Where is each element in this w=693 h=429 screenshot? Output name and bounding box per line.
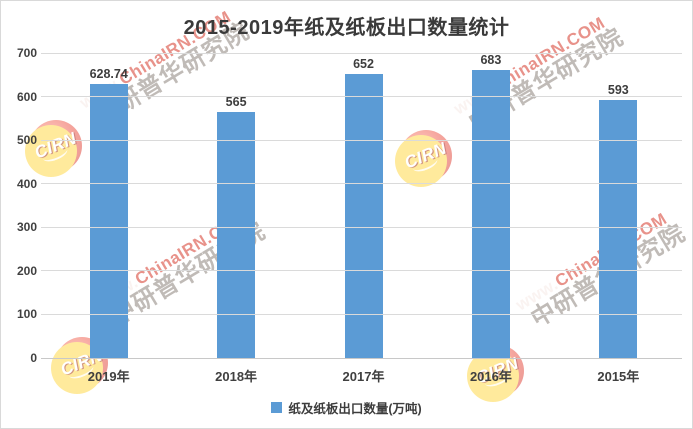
gridline <box>41 226 682 228</box>
bar-value-label: 565 <box>225 94 247 109</box>
x-axis-label: 2018年 <box>215 369 258 384</box>
y-tick-label: 200 <box>16 263 37 278</box>
legend-label: 纸及纸板出口数量(万吨) <box>288 402 422 416</box>
bar <box>89 84 128 358</box>
bar-value-label: 652 <box>353 56 374 71</box>
gridline <box>41 52 682 54</box>
bar-column: 565 <box>172 53 299 358</box>
bar <box>217 111 256 358</box>
plot-area: 628.74 565 652 683 593 0 100 200 300 400 500 600 70… <box>17 46 682 365</box>
y-tick-label: 500 <box>16 133 37 148</box>
bar <box>471 70 510 358</box>
gridline <box>41 96 682 98</box>
bar-column: 652 <box>300 53 427 358</box>
bar-column: 593 <box>555 53 682 358</box>
bar-value-label: 628.74 <box>89 67 128 82</box>
y-tick-label: 300 <box>16 220 37 235</box>
gridline <box>41 270 682 272</box>
gridline <box>41 183 682 185</box>
gridline <box>41 139 682 141</box>
y-tick-label: 400 <box>16 176 37 191</box>
bar-column: 683 <box>427 53 554 358</box>
y-tick-label: 700 <box>16 46 37 60</box>
bar-column: 628.74 <box>45 53 172 358</box>
bar <box>599 99 638 358</box>
x-axis-label: 2016年 <box>469 369 512 384</box>
y-tick-label: 600 <box>16 89 37 104</box>
bar-value-label: 593 <box>607 82 629 97</box>
y-tick-label: 0 <box>30 351 37 365</box>
gridline <box>41 357 682 359</box>
bar-value-label: 683 <box>480 53 502 67</box>
bar <box>344 73 383 358</box>
legend: 纸及纸板出口数量(万吨) <box>1 398 692 417</box>
gridline <box>41 313 682 315</box>
chart-title: 2015-2019年纸及纸板出口数量统计 <box>183 17 510 39</box>
y-tick-label: 100 <box>16 307 37 322</box>
x-axis-label: 2019年 <box>87 369 130 384</box>
x-axis-label: 2017年 <box>342 369 385 384</box>
x-axis-label: 2015年 <box>597 369 640 384</box>
x-axis-labels: 2019年 2018年 2017年 2016年 2015年 <box>45 358 682 385</box>
bars-row: 628.74 565 652 683 593 <box>45 53 682 358</box>
legend-swatch <box>271 402 283 413</box>
